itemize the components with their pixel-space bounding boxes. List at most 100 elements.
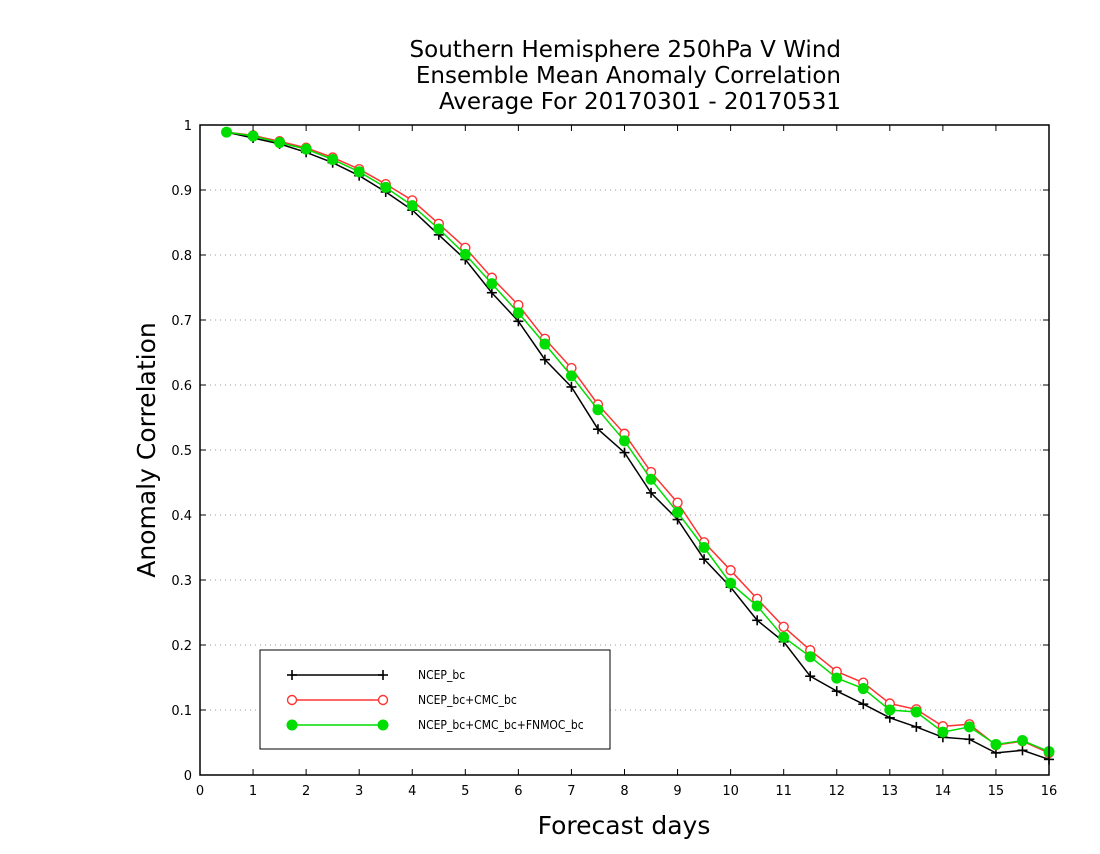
legend-label: NCEP_bc+CMC_bc bbox=[418, 693, 517, 707]
data-point bbox=[699, 554, 710, 565]
data-point bbox=[884, 704, 896, 716]
data-point bbox=[804, 651, 816, 663]
data-point bbox=[725, 577, 737, 589]
data-series bbox=[221, 126, 1055, 765]
data-point bbox=[937, 726, 949, 738]
x-tick-label: 15 bbox=[988, 784, 1005, 799]
data-point bbox=[592, 424, 603, 435]
x-tick-label: 14 bbox=[935, 784, 952, 799]
data-point bbox=[910, 706, 922, 718]
data-point bbox=[752, 615, 763, 626]
y-axis-label: Anomaly Correlation bbox=[132, 322, 161, 577]
data-point bbox=[751, 600, 763, 612]
x-tick-label: 0 bbox=[196, 784, 204, 799]
legend-entry: NCEP_bc+CMC_bc bbox=[286, 693, 517, 707]
x-tick-label: 8 bbox=[620, 784, 628, 799]
data-point bbox=[512, 307, 524, 319]
data-point bbox=[1016, 735, 1028, 747]
x-tick-label: 16 bbox=[1041, 784, 1058, 799]
y-tick-label: 0.7 bbox=[171, 314, 192, 329]
data-point bbox=[274, 137, 286, 149]
data-point bbox=[911, 721, 922, 732]
x-tick-label: 11 bbox=[775, 784, 792, 799]
y-tick-label: 0.3 bbox=[171, 574, 192, 589]
x-axis-label: Forecast days bbox=[538, 811, 711, 840]
data-point bbox=[592, 404, 604, 416]
legend-entry: NCEP_bc bbox=[287, 668, 465, 682]
legend: NCEP_bc NCEP_bc+CMC_bc NCEP_bc+CMC_bc+FNMO… bbox=[259, 649, 611, 750]
data-point bbox=[857, 683, 869, 695]
y-tick-label: 0.6 bbox=[171, 379, 192, 394]
data-point bbox=[459, 248, 471, 260]
data-point bbox=[619, 447, 630, 458]
legend-marker bbox=[378, 670, 388, 680]
data-point bbox=[539, 338, 551, 350]
data-point bbox=[486, 287, 497, 298]
data-point bbox=[698, 542, 710, 553]
data-point bbox=[964, 734, 975, 745]
data-point bbox=[645, 473, 657, 485]
axis-ticks: 00.10.20.30.40.50.60.70.80.910 1 2 3 4 5 6 7 8 9 1… bbox=[171, 119, 1057, 799]
data-point bbox=[646, 487, 657, 498]
legend-marker bbox=[286, 719, 298, 731]
y-tick-label: 0 bbox=[184, 769, 192, 784]
x-tick-label: 7 bbox=[567, 784, 575, 799]
data-point bbox=[380, 181, 392, 193]
data-point bbox=[672, 506, 684, 518]
data-point bbox=[805, 671, 816, 682]
legend-entry: NCEP_bc+CMC_bc+FNMOC_bc bbox=[286, 718, 584, 732]
y-tick-label: 0.2 bbox=[171, 639, 192, 654]
legend-marker bbox=[287, 670, 297, 680]
data-point bbox=[858, 699, 869, 710]
legend-marker bbox=[377, 719, 389, 731]
data-point bbox=[1017, 745, 1028, 756]
data-point bbox=[433, 223, 445, 235]
y-tick-label: 0.1 bbox=[171, 704, 192, 719]
x-tick-label: 6 bbox=[514, 784, 522, 799]
x-tick-label: 9 bbox=[673, 784, 681, 799]
data-point bbox=[353, 166, 365, 178]
data-point bbox=[778, 631, 790, 643]
legend-marker bbox=[286, 694, 298, 706]
x-tick-label: 5 bbox=[461, 784, 469, 799]
data-point bbox=[672, 497, 683, 508]
data-point bbox=[406, 200, 418, 212]
data-point bbox=[565, 370, 577, 382]
data-point bbox=[247, 130, 259, 142]
x-tick-label: 2 bbox=[302, 784, 310, 799]
chart-title-line-2: Ensemble Mean Anomaly Correlation bbox=[416, 63, 841, 89]
legend-label: NCEP_bc+CMC_bc+FNMOC_bc bbox=[418, 718, 584, 732]
data-point bbox=[327, 153, 339, 165]
data-point bbox=[831, 672, 843, 684]
x-tick-label: 3 bbox=[355, 784, 363, 799]
data-point bbox=[990, 738, 1002, 750]
y-tick-label: 1 bbox=[184, 119, 192, 134]
x-tick-label: 10 bbox=[722, 784, 739, 799]
x-tick-label: 1 bbox=[249, 784, 257, 799]
y-tick-label: 0.5 bbox=[171, 444, 192, 459]
data-point bbox=[831, 686, 842, 697]
x-tick-label: 4 bbox=[408, 784, 416, 799]
x-tick-label: 12 bbox=[828, 784, 845, 799]
data-point bbox=[619, 435, 630, 447]
y-tick-label: 0.4 bbox=[171, 509, 192, 524]
data-point bbox=[300, 143, 312, 155]
series-2 bbox=[221, 126, 1055, 758]
data-point bbox=[963, 721, 975, 733]
data-point bbox=[778, 621, 789, 632]
legend-label: NCEP_bc bbox=[418, 668, 465, 682]
data-point bbox=[221, 126, 233, 138]
data-point bbox=[486, 278, 498, 290]
x-tick-label: 13 bbox=[882, 784, 899, 799]
chart-title-line-3: Average For 20170301 - 20170531 bbox=[439, 89, 841, 115]
data-point bbox=[539, 354, 550, 365]
series-line bbox=[226, 131, 1050, 761]
chart-title-line-1: Southern Hemisphere 250hPa V Wind bbox=[410, 37, 841, 63]
legend-marker bbox=[377, 694, 389, 706]
y-tick-label: 0.9 bbox=[171, 184, 192, 199]
y-tick-label: 0.8 bbox=[171, 249, 192, 264]
data-point bbox=[566, 381, 577, 392]
data-point bbox=[725, 565, 736, 576]
